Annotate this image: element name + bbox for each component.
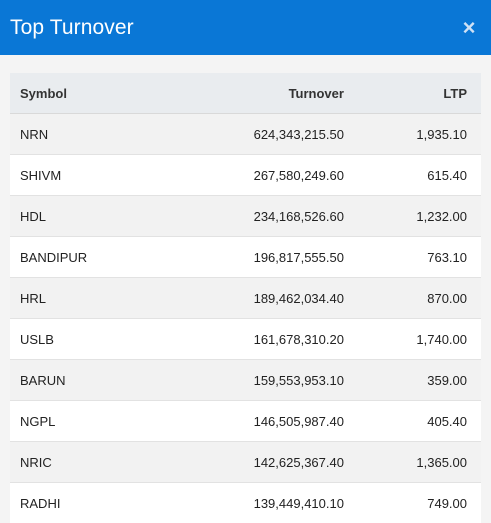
- symbol-cell: BANDIPUR: [10, 237, 159, 278]
- turnover-cell: 196,817,555.50: [159, 237, 356, 278]
- symbol-cell: SHIVM: [10, 155, 159, 196]
- ltp-cell: 749.00: [356, 483, 481, 523]
- ltp-cell: 615.40: [356, 155, 481, 196]
- modal-header: Top Turnover ×: [0, 0, 491, 55]
- close-icon[interactable]: ×: [459, 18, 479, 38]
- ltp-cell: 1,935.10: [356, 114, 481, 155]
- column-header-ltp: LTP: [356, 73, 481, 114]
- turnover-cell: 139,449,410.10: [159, 483, 356, 523]
- ltp-cell: 1,740.00: [356, 319, 481, 360]
- ltp-cell: 870.00: [356, 278, 481, 319]
- symbol-cell: NGPL: [10, 401, 159, 442]
- top-turnover-modal: Top Turnover × Symbol Turnover LTP NRN 6…: [0, 0, 491, 494]
- column-header-symbol: Symbol: [10, 73, 159, 114]
- turnover-table: Symbol Turnover LTP NRN 624,343,215.50 1…: [10, 73, 481, 523]
- table-row: NRN 624,343,215.50 1,935.10: [10, 114, 481, 155]
- modal-title: Top Turnover: [10, 16, 134, 40]
- ltp-cell: 1,365.00: [356, 442, 481, 483]
- symbol-cell: BARUN: [10, 360, 159, 401]
- table-header-row: Symbol Turnover LTP: [10, 73, 481, 114]
- ltp-cell: 405.40: [356, 401, 481, 442]
- symbol-cell: NRIC: [10, 442, 159, 483]
- column-header-turnover: Turnover: [159, 73, 356, 114]
- turnover-cell: 161,678,310.20: [159, 319, 356, 360]
- ltp-cell: 1,232.00: [356, 196, 481, 237]
- table-row: NRIC 142,625,367.40 1,365.00: [10, 442, 481, 483]
- turnover-cell: 234,168,526.60: [159, 196, 356, 237]
- table-row: SHIVM 267,580,249.60 615.40: [10, 155, 481, 196]
- modal-body: Symbol Turnover LTP NRN 624,343,215.50 1…: [0, 55, 491, 523]
- turnover-cell: 267,580,249.60: [159, 155, 356, 196]
- symbol-cell: RADHI: [10, 483, 159, 523]
- table-row: NGPL 146,505,987.40 405.40: [10, 401, 481, 442]
- table-row: HDL 234,168,526.60 1,232.00: [10, 196, 481, 237]
- turnover-cell: 624,343,215.50: [159, 114, 356, 155]
- ltp-cell: 763.10: [356, 237, 481, 278]
- table-row: BANDIPUR 196,817,555.50 763.10: [10, 237, 481, 278]
- table-row: HRL 189,462,034.40 870.00: [10, 278, 481, 319]
- symbol-cell: HDL: [10, 196, 159, 237]
- turnover-cell: 146,505,987.40: [159, 401, 356, 442]
- turnover-cell: 189,462,034.40: [159, 278, 356, 319]
- symbol-cell: USLB: [10, 319, 159, 360]
- turnover-cell: 159,553,953.10: [159, 360, 356, 401]
- ltp-cell: 359.00: [356, 360, 481, 401]
- symbol-cell: NRN: [10, 114, 159, 155]
- symbol-cell: HRL: [10, 278, 159, 319]
- table-row: USLB 161,678,310.20 1,740.00: [10, 319, 481, 360]
- turnover-cell: 142,625,367.40: [159, 442, 356, 483]
- table-row: RADHI 139,449,410.10 749.00: [10, 483, 481, 523]
- table-row: BARUN 159,553,953.10 359.00: [10, 360, 481, 401]
